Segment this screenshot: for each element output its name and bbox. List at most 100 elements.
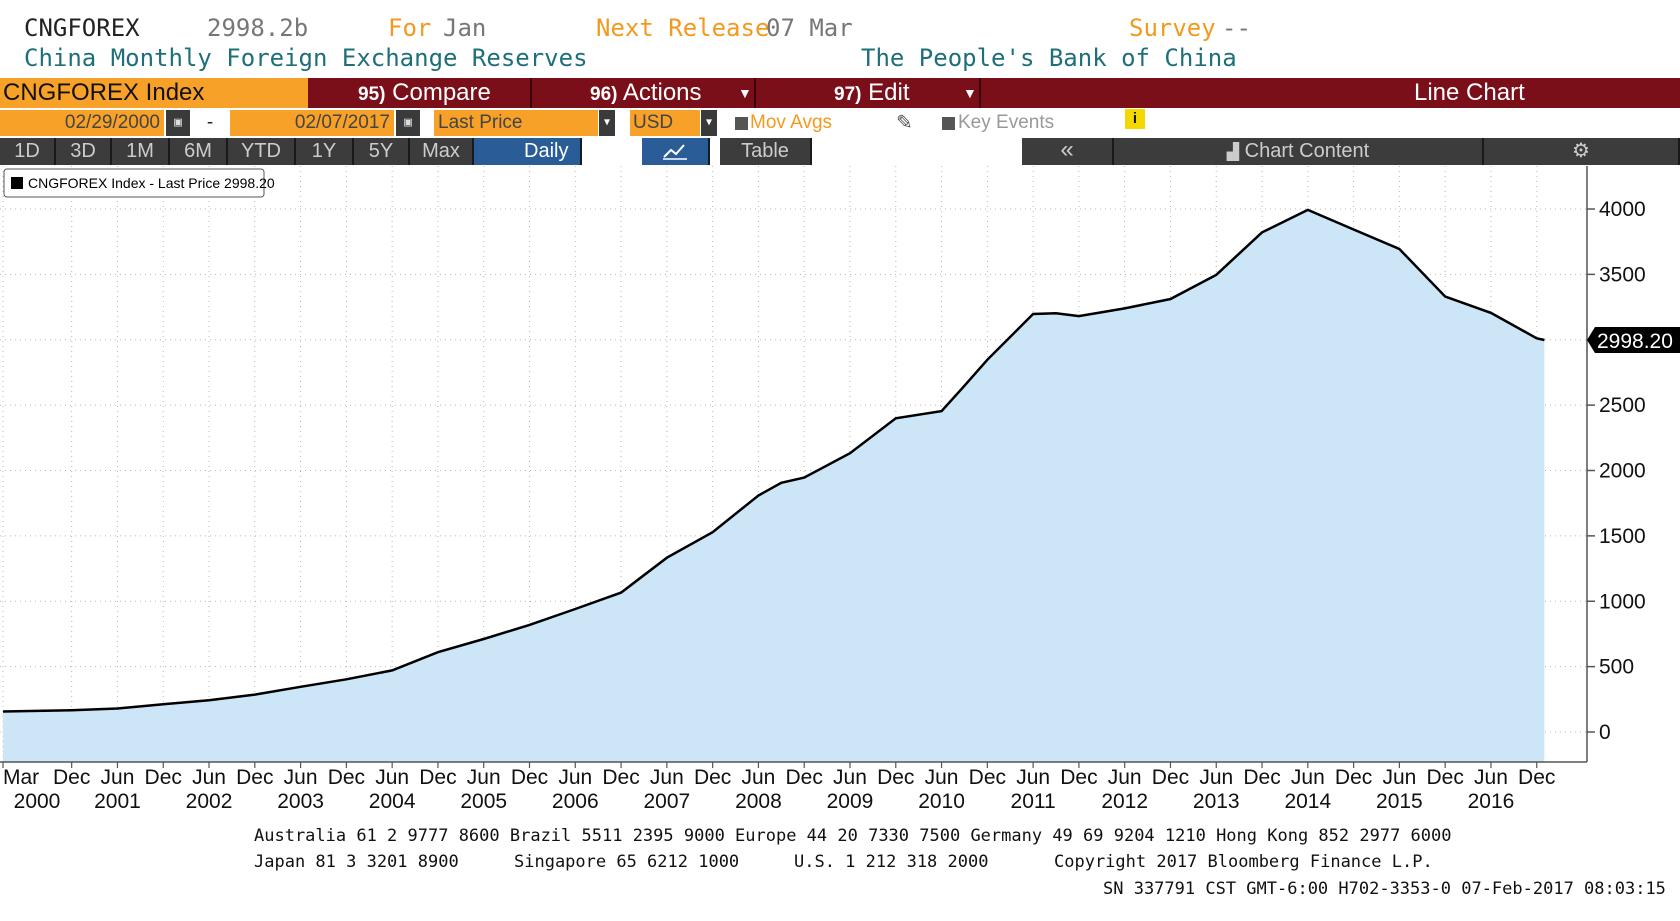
y-tick-label: 3500: [1599, 263, 1646, 286]
field-dropdown-icon[interactable]: ▼: [599, 110, 615, 136]
x-tick-label: Dec: [1060, 766, 1097, 789]
end-calendar-icon[interactable]: ▣: [396, 110, 420, 136]
last-value: 2998.2b: [207, 14, 309, 42]
y-tick-label: 500: [1599, 656, 1634, 679]
x-year-label: 2014: [1284, 790, 1331, 813]
session-info: SN 337791 CST GMT-6:00 H702-3353-0 07-Fe…: [1103, 879, 1666, 899]
collapse-icon[interactable]: «: [1022, 138, 1114, 165]
x-tick-label: Dec: [1243, 766, 1280, 789]
x-tick-label: Dec: [53, 766, 90, 789]
range-1d-button[interactable]: 1D: [0, 138, 56, 165]
security-field[interactable]: CNGFOREX Index: [0, 78, 308, 108]
survey-label: Survey: [1129, 14, 1216, 42]
x-year-label: 2000: [14, 790, 61, 813]
key-events-checkbox[interactable]: [942, 117, 955, 130]
x-tick-label: Dec: [1426, 766, 1463, 789]
toolbar-divider: [754, 78, 756, 108]
x-tick-label: Dec: [145, 766, 182, 789]
pencil-icon[interactable]: ✎: [896, 110, 918, 136]
security-header: CNGFOREX 2998.2b For Jan Next Release 07…: [0, 0, 1680, 78]
main-toolbar: CNGFOREX Index 95) Compare 96) Actions ▼…: [0, 78, 1680, 108]
periodicity-dropdown[interactable]: Daily ▼: [474, 138, 582, 187]
chart-legend[interactable]: CNGFOREX Index - Last Price 2998.20: [3, 168, 275, 198]
range-3d-button[interactable]: 3D: [56, 138, 112, 165]
x-tick-label: Dec: [602, 766, 639, 789]
settings-icon[interactable]: ⚙: [1484, 138, 1680, 165]
y-tick-label: 1000: [1599, 590, 1646, 613]
edit-dropdown-icon[interactable]: ▼: [963, 85, 977, 101]
x-tick-label: Jun: [1016, 766, 1050, 789]
x-tick-label: Jun: [192, 766, 226, 789]
contact-singapore: Singapore 65 6212 1000: [514, 852, 740, 872]
chart-content-button[interactable]: ▟ Chart Content: [1114, 138, 1484, 165]
x-year-label: 2004: [369, 790, 416, 813]
x-tick-label: Dec: [786, 766, 823, 789]
range-max-button[interactable]: Max: [410, 138, 474, 165]
x-tick-label: Jun: [741, 766, 775, 789]
compare-label: Compare: [392, 79, 491, 106]
x-year-label: 2007: [643, 790, 690, 813]
mov-avgs-checkbox[interactable]: [735, 117, 748, 130]
series-area-fill: [3, 209, 1545, 762]
range-1y-button[interactable]: 1Y: [296, 138, 354, 165]
last-value-tag-label: 2998.20: [1597, 330, 1673, 353]
x-tick-label: Jun: [1291, 766, 1325, 789]
x-year-label: 2002: [186, 790, 233, 813]
x-year-label: 2009: [827, 790, 874, 813]
key-events-label[interactable]: Key Events: [958, 110, 1055, 136]
mov-avgs-label[interactable]: Mov Avgs: [750, 110, 833, 136]
x-tick-label: Dec: [1335, 766, 1372, 789]
x-tick-label: Jun: [558, 766, 592, 789]
periodicity-label: Daily: [524, 140, 569, 162]
series-line: [2, 208, 1545, 713]
x-tick-label: Jun: [1199, 766, 1233, 789]
range-ytd-button[interactable]: YTD: [228, 138, 296, 165]
x-year-label: 2001: [94, 790, 141, 813]
actions-button[interactable]: 96) Actions: [590, 78, 702, 108]
info-icon[interactable]: i: [1125, 109, 1145, 129]
y-tick-label: 1500: [1599, 525, 1646, 548]
x-tick-label: Jun: [101, 766, 135, 789]
table-button[interactable]: Table: [720, 138, 812, 165]
actions-number: 96): [590, 84, 618, 105]
survey-value: --: [1222, 14, 1251, 42]
edit-number: 97): [834, 84, 862, 105]
chart-content-label: Chart Content: [1244, 140, 1370, 162]
currency-select[interactable]: USD: [630, 110, 700, 136]
line-chart-icon[interactable]: [642, 138, 710, 165]
periodicity-dropdown-icon: ▼: [524, 171, 538, 187]
actions-label: Actions: [622, 79, 702, 106]
x-tick-label: Jun: [284, 766, 318, 789]
x-tick-label: Dec: [969, 766, 1006, 789]
x-year-label: 2012: [1101, 790, 1148, 813]
actions-dropdown-icon[interactable]: ▼: [738, 85, 752, 101]
for-label: For: [388, 14, 432, 42]
range-5y-button[interactable]: 5Y: [354, 138, 410, 165]
ticker: CNGFOREX: [24, 14, 140, 42]
currency-dropdown-icon[interactable]: ▼: [701, 110, 717, 136]
start-calendar-icon[interactable]: ▣: [166, 110, 190, 136]
next-release-label: Next Release: [596, 14, 770, 42]
x-tick-label: Dec: [511, 766, 548, 789]
last-value-tag: 2998.20: [1587, 327, 1680, 354]
x-year-label: 2015: [1376, 790, 1423, 813]
range-1m-button[interactable]: 1M: [112, 138, 170, 165]
compare-button[interactable]: 95) Compare: [358, 78, 491, 108]
legend-swatch: [11, 177, 23, 189]
data-source: The People's Bank of China: [861, 44, 1237, 72]
security-description: China Monthly Foreign Exchange Reserves: [24, 44, 588, 72]
edit-button[interactable]: 97) Edit: [834, 78, 910, 108]
x-tick-label: Jun: [1474, 766, 1508, 789]
y-tick-label: 2500: [1599, 394, 1646, 417]
x-tick-label: Dec: [1152, 766, 1189, 789]
field-select[interactable]: Last Price: [434, 110, 598, 136]
x-tick-label: Jun: [833, 766, 867, 789]
start-date-input[interactable]: 02/29/2000: [0, 110, 164, 136]
for-value: Jan: [443, 14, 487, 42]
range-6m-button[interactable]: 6M: [170, 138, 228, 165]
x-tick-label: Jun: [467, 766, 501, 789]
end-date-input[interactable]: 02/07/2017: [230, 110, 394, 136]
chart-type-label[interactable]: Line Chart: [1414, 79, 1525, 106]
legend-label: CNGFOREX Index - Last Price 2998.20: [28, 175, 275, 191]
